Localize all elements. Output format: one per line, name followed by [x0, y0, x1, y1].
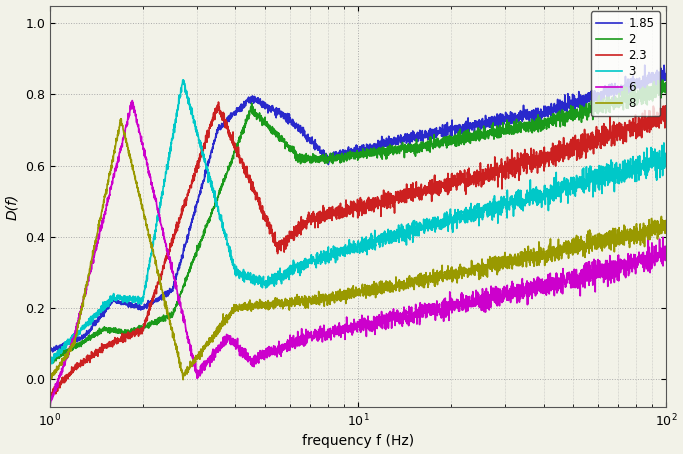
3	[662, 162, 670, 167]
2	[309, 151, 317, 157]
2.3	[309, 211, 318, 217]
1.85	[153, 296, 161, 301]
2.3	[116, 337, 124, 343]
6	[662, 253, 670, 258]
8	[584, 228, 592, 234]
1.85	[650, 73, 658, 79]
8	[153, 267, 161, 273]
8	[283, 301, 291, 307]
6	[46, 399, 54, 405]
6	[283, 346, 291, 352]
6	[153, 207, 161, 212]
8	[116, 119, 124, 124]
3	[116, 295, 124, 300]
1.85	[584, 94, 592, 100]
2.3	[214, 99, 223, 105]
3	[283, 271, 291, 277]
2.3	[662, 108, 670, 114]
6	[309, 332, 318, 338]
6	[650, 260, 658, 265]
8	[650, 229, 658, 234]
2	[46, 361, 54, 366]
2	[116, 330, 124, 336]
2.3	[46, 396, 54, 402]
3	[309, 254, 318, 260]
2	[153, 318, 161, 323]
3	[584, 173, 592, 178]
1.85	[641, 62, 649, 68]
1.85	[116, 301, 124, 306]
Line: 8: 8	[50, 119, 666, 380]
2	[282, 142, 290, 147]
8	[662, 218, 670, 223]
6	[116, 145, 124, 151]
Line: 1.85: 1.85	[50, 65, 666, 352]
Legend: 1.85, 2, 2.3, 3, 6, 8: 1.85, 2, 2.3, 3, 6, 8	[591, 11, 660, 116]
1.85	[309, 141, 318, 146]
X-axis label: frequency f (Hz): frequency f (Hz)	[302, 434, 414, 449]
2	[650, 94, 658, 99]
2	[662, 89, 670, 95]
6	[46, 404, 54, 410]
6	[128, 98, 137, 104]
2.3	[282, 235, 290, 240]
8	[179, 377, 187, 382]
2.3	[584, 136, 592, 142]
Line: 2.3: 2.3	[50, 102, 666, 399]
8	[117, 116, 125, 122]
1.85	[662, 73, 670, 78]
3	[46, 357, 54, 362]
1.85	[282, 119, 290, 125]
2.3	[650, 106, 658, 111]
6	[584, 269, 592, 274]
2.3	[153, 285, 161, 291]
Line: 2: 2	[50, 80, 666, 364]
1.85	[48, 349, 57, 355]
3	[178, 77, 186, 83]
1.85	[46, 347, 54, 353]
3	[46, 361, 55, 367]
8	[46, 376, 54, 382]
8	[309, 295, 318, 301]
Line: 3: 3	[50, 80, 666, 364]
Y-axis label: D(f): D(f)	[5, 193, 20, 220]
2	[583, 109, 591, 114]
2	[658, 77, 667, 83]
3	[650, 154, 658, 160]
Line: 6: 6	[50, 101, 666, 407]
3	[153, 216, 161, 221]
